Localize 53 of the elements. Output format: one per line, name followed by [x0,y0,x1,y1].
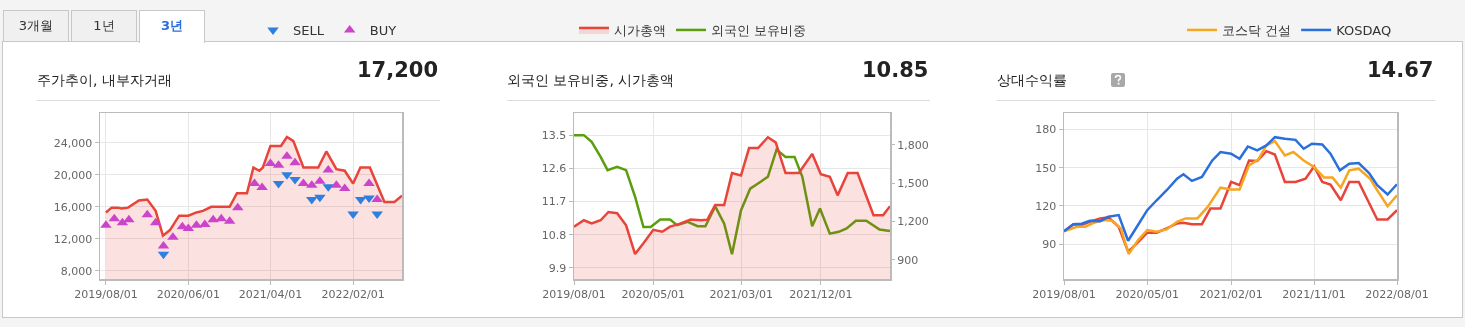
text: 3년 [139,10,205,43]
y-tick-label: 90 [1042,237,1057,251]
y-tick-label: 10.8 [541,228,567,242]
legend-label: 시가총액 [614,23,666,39]
x-tick-label: 2019/08/01 [542,287,606,301]
x-tick-label: 2021/11/01 [1282,287,1346,301]
text: 1년 [71,10,137,41]
line-series [574,133,890,256]
y-tick-label: 12.6 [541,162,567,176]
chart-subtitle: 17,200 [357,58,439,82]
chart-subtitle: 10.85 [862,58,929,82]
text: 3개월 [3,10,69,41]
y-tick-label: 24,000 [53,136,93,150]
y-tick-label: 120 [1035,199,1057,213]
x-tick-label: 2020/05/01 [621,287,685,301]
point [207,214,219,223]
point [371,194,383,203]
y-tick-label: 13.5 [541,128,567,142]
chart-subtitle: 14.67 [1367,58,1434,82]
x-tick-label: 2021/12/01 [789,287,853,301]
y-tick-label: 11.7 [541,195,567,209]
chart-title: 주가추이, 내부자거래 [37,71,172,88]
legend-label: BUY [369,23,397,39]
y2-tick-label: 1,200 [897,215,929,229]
legend-label: KOSDAQ [1336,23,1392,39]
legend-label: 코스닥 건설 [1222,23,1292,39]
point [363,178,375,187]
x-tick-label: 2021/02/01 [1199,287,1263,301]
y2-tick-label: 1,800 [897,138,929,152]
point [256,182,268,191]
x-tick-label: 2019/08/01 [74,287,138,301]
x-tick-label: 2019/08/01 [1032,287,1096,301]
chart-title: 상대수익률 [997,71,1067,88]
y-tick-label: 16,000 [53,200,93,214]
x-tick-label: 2021/04/01 [238,287,303,301]
y-tick-label: 20,000 [53,168,93,182]
point [289,157,301,166]
point [123,214,135,223]
y2-tick-label: 900 [897,253,919,267]
x-tick-label: 2021/03/01 [709,287,773,301]
x-tick-label: 2022/02/01 [321,287,385,301]
y-tick-label: 150 [1035,161,1057,175]
y-tick-label: 8,000 [60,264,93,278]
y-tick-label: 12,000 [53,232,93,246]
legend-label: 외국인 보유비중 [711,23,807,39]
y-tick-label: 180 [1035,123,1057,137]
y2-tick-label: 1,500 [897,177,929,191]
x-tick-label: 2022/08/01 [1365,287,1429,301]
x-tick-label: 2020/05/01 [1115,287,1179,301]
chart-title: 외국인 보유비중, 시가총액 [507,71,675,88]
x-tick-label: 2020/06/01 [156,287,221,301]
legend-label: SELL [293,23,325,39]
y-tick-label: 9.9 [548,261,567,275]
